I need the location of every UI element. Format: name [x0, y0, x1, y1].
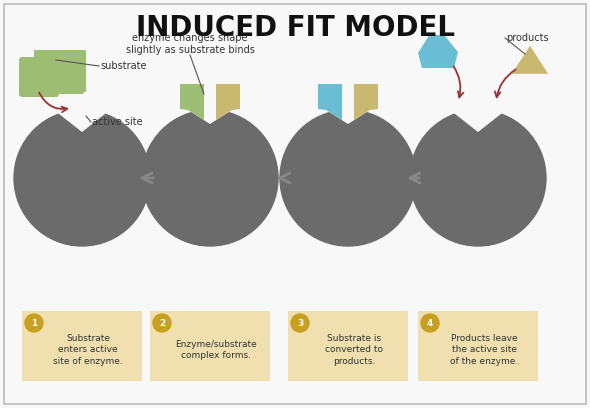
Polygon shape: [64, 50, 86, 92]
Text: 3: 3: [297, 319, 303, 328]
Text: Enzyme/substrate
complex forms.: Enzyme/substrate complex forms.: [175, 339, 257, 360]
Text: products: products: [506, 33, 549, 43]
Polygon shape: [442, 80, 514, 132]
Polygon shape: [354, 84, 378, 120]
Text: active site: active site: [92, 117, 143, 127]
Circle shape: [25, 314, 43, 332]
Text: Substrate
enters active
site of enzyme.: Substrate enters active site of enzyme.: [53, 334, 123, 366]
Text: 4: 4: [427, 319, 433, 328]
Text: enzyme changes shape
slightly as substrate binds: enzyme changes shape slightly as substra…: [126, 33, 254, 55]
FancyBboxPatch shape: [150, 311, 270, 381]
FancyBboxPatch shape: [22, 311, 142, 381]
Polygon shape: [46, 80, 118, 132]
Text: 1: 1: [31, 319, 37, 328]
FancyBboxPatch shape: [19, 57, 59, 97]
Polygon shape: [318, 84, 342, 120]
Circle shape: [142, 110, 278, 246]
Circle shape: [153, 314, 171, 332]
Text: INDUCED FIT MODEL: INDUCED FIT MODEL: [136, 14, 454, 42]
Text: 2: 2: [159, 319, 165, 328]
Circle shape: [291, 314, 309, 332]
Polygon shape: [216, 84, 240, 120]
Text: Substrate is
converted to
products.: Substrate is converted to products.: [325, 334, 383, 366]
FancyBboxPatch shape: [288, 311, 408, 381]
Text: substrate: substrate: [100, 61, 146, 71]
Polygon shape: [52, 64, 84, 94]
Polygon shape: [34, 50, 64, 92]
Circle shape: [280, 110, 416, 246]
Circle shape: [421, 314, 439, 332]
Text: Products leave
the active site
of the enzyme.: Products leave the active site of the en…: [450, 334, 518, 366]
FancyBboxPatch shape: [418, 311, 538, 381]
Polygon shape: [180, 84, 204, 120]
Polygon shape: [180, 80, 240, 124]
Polygon shape: [418, 34, 458, 68]
Circle shape: [14, 110, 150, 246]
Polygon shape: [318, 80, 378, 124]
Circle shape: [410, 110, 546, 246]
Polygon shape: [512, 46, 548, 74]
